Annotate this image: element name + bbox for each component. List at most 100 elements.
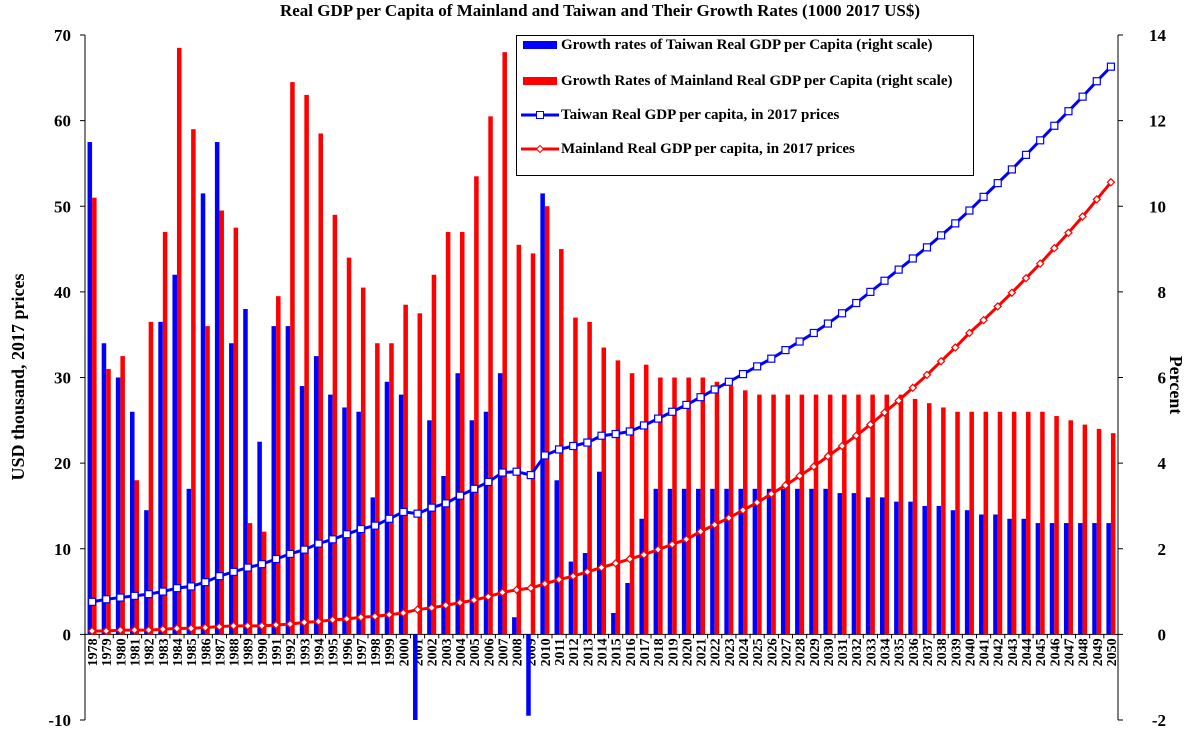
x-tick-label: 1990 — [256, 638, 271, 666]
y-tick-label: 30 — [54, 369, 71, 388]
x-tick-label: 1999 — [383, 638, 398, 666]
bar — [332, 214, 338, 635]
marker — [300, 545, 309, 554]
x-tick-label: 2002 — [426, 638, 441, 666]
bar — [667, 488, 673, 635]
marker — [795, 471, 804, 481]
marker — [1035, 259, 1045, 268]
bar — [512, 617, 517, 635]
x-tick-label: 2004 — [454, 638, 469, 666]
bar — [809, 488, 814, 635]
bar — [672, 377, 677, 635]
marker — [1106, 177, 1116, 187]
x-tick-label: 2026 — [765, 638, 780, 666]
marker — [823, 319, 833, 328]
marker — [540, 579, 550, 589]
marker — [795, 337, 804, 346]
marker — [781, 481, 790, 490]
bar — [243, 309, 248, 635]
x-tick-label: 2012 — [567, 638, 582, 666]
marker — [172, 624, 182, 633]
bar — [700, 377, 706, 635]
bar — [431, 274, 437, 635]
x-tick-label: 2048 — [1077, 638, 1092, 666]
x-tick-label: 1982 — [143, 638, 158, 666]
swatch — [523, 41, 557, 49]
swatch-marker — [535, 144, 545, 154]
x-tick-label: 1983 — [157, 638, 172, 666]
marker — [823, 451, 833, 461]
marker — [215, 622, 224, 632]
marker — [653, 545, 663, 554]
marker — [852, 298, 861, 308]
bar — [530, 253, 536, 635]
bar — [568, 561, 574, 635]
bar — [144, 510, 149, 635]
y2-tick-label: -2 — [1152, 711, 1166, 730]
x-tick-label: 1989 — [242, 638, 257, 666]
bar — [894, 501, 899, 635]
marker — [455, 491, 465, 500]
x-tick-label: 2038 — [935, 638, 950, 666]
marker — [1078, 92, 1087, 101]
bar — [247, 523, 253, 635]
marker — [682, 400, 691, 409]
bar — [346, 257, 352, 635]
marker — [937, 231, 946, 240]
bar — [502, 52, 507, 635]
marker — [512, 585, 521, 595]
bar — [827, 394, 833, 635]
marker — [172, 584, 182, 593]
bar — [813, 394, 819, 635]
y2-axis-label: Percent — [1166, 356, 1186, 415]
marker — [809, 462, 819, 471]
x-tick-label: 2044 — [1020, 638, 1035, 666]
bar — [554, 480, 560, 635]
x-tick-label: 2019 — [666, 638, 681, 666]
bar — [1026, 411, 1031, 635]
marker — [243, 563, 252, 572]
marker — [851, 431, 861, 441]
marker — [187, 582, 196, 591]
x-tick-label: 2043 — [1006, 638, 1021, 666]
bar — [851, 493, 857, 635]
x-tick-label: 1997 — [355, 638, 370, 666]
bar — [441, 475, 446, 635]
marker — [625, 554, 635, 564]
marker — [866, 420, 875, 429]
bar — [261, 531, 267, 635]
bar — [1049, 523, 1055, 635]
bar — [582, 553, 588, 635]
bar — [328, 394, 333, 635]
y2-tick-label: 8 — [1158, 283, 1167, 302]
y-tick-label: 10 — [54, 540, 71, 559]
bar — [313, 356, 319, 635]
bar — [229, 343, 234, 635]
bar — [1007, 518, 1012, 635]
bar — [1040, 411, 1045, 635]
marker — [229, 621, 238, 631]
swatch-marker — [536, 111, 544, 119]
marker — [299, 618, 309, 627]
marker — [682, 534, 691, 544]
bar — [172, 274, 177, 635]
x-tick-label: 2031 — [836, 638, 851, 666]
bar — [936, 505, 942, 635]
marker — [611, 429, 620, 439]
bar — [1063, 523, 1069, 635]
marker — [837, 441, 847, 451]
bar — [870, 394, 875, 635]
x-tick-label: 2027 — [779, 638, 794, 666]
marker — [724, 377, 733, 386]
marker — [597, 563, 606, 572]
legend-label: Mainland Real GDP per capita, in 2017 pr… — [561, 141, 855, 157]
marker — [285, 619, 295, 629]
legend-entry: Mainland Real GDP per capita, in 2017 pr… — [521, 142, 961, 157]
x-tick-label: 2000 — [397, 638, 412, 666]
x-tick-label: 2022 — [709, 638, 724, 666]
marker — [766, 489, 776, 499]
legend-label: Growth rates of Taiwan Real GDP per Capi… — [561, 37, 933, 53]
legend-swatch — [523, 41, 557, 49]
legend-entry: Growth Rates of Mainland Real GDP per Ca… — [521, 74, 961, 89]
marker — [866, 287, 875, 296]
